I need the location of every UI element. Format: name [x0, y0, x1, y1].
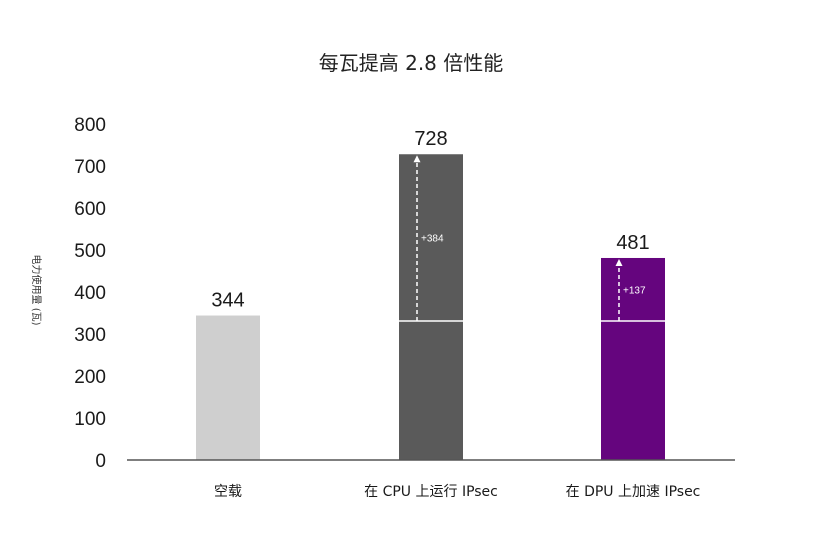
bar-value-label: 728 — [414, 128, 447, 150]
category-label: 在 DPU 上加速 IPsec — [566, 484, 701, 500]
y-tick-label: 800 — [74, 115, 106, 136]
y-tick-label: 200 — [74, 367, 106, 388]
category-label: 在 CPU 上运行 IPsec — [364, 484, 498, 500]
chart-title: 每瓦提高 2.8 倍性能 — [319, 51, 504, 75]
bar-value-label: 481 — [616, 232, 649, 254]
bar-value-label: 344 — [211, 290, 244, 312]
increment-label: +137 — [623, 285, 646, 296]
bar — [399, 154, 463, 461]
y-tick-label: 400 — [74, 283, 106, 304]
y-axis-label: 电力使用量 (瓦) — [30, 255, 43, 326]
increment-arrowhead — [615, 258, 623, 266]
y-tick-label: 0 — [95, 451, 106, 472]
y-tick-label: 700 — [74, 157, 106, 178]
category-label: 空载 — [214, 484, 242, 500]
y-tick-label: 500 — [74, 241, 106, 262]
y-tick-label: 300 — [74, 325, 106, 346]
category-labels: 空载 在 CPU 上运行 IPsec 在 DPU 上加速 IPsec — [214, 484, 700, 500]
increment-label: +384 — [421, 234, 444, 245]
bars: 344 728 481 +384 +137 — [196, 128, 665, 461]
increment-arrowhead — [413, 155, 421, 163]
bar — [196, 315, 260, 460]
y-tick-label: 600 — [74, 199, 106, 220]
y-axis-ticks: 0 100 200 300 400 500 600 700 800 — [74, 115, 106, 472]
bar — [601, 257, 665, 460]
y-tick-label: 100 — [74, 409, 106, 430]
